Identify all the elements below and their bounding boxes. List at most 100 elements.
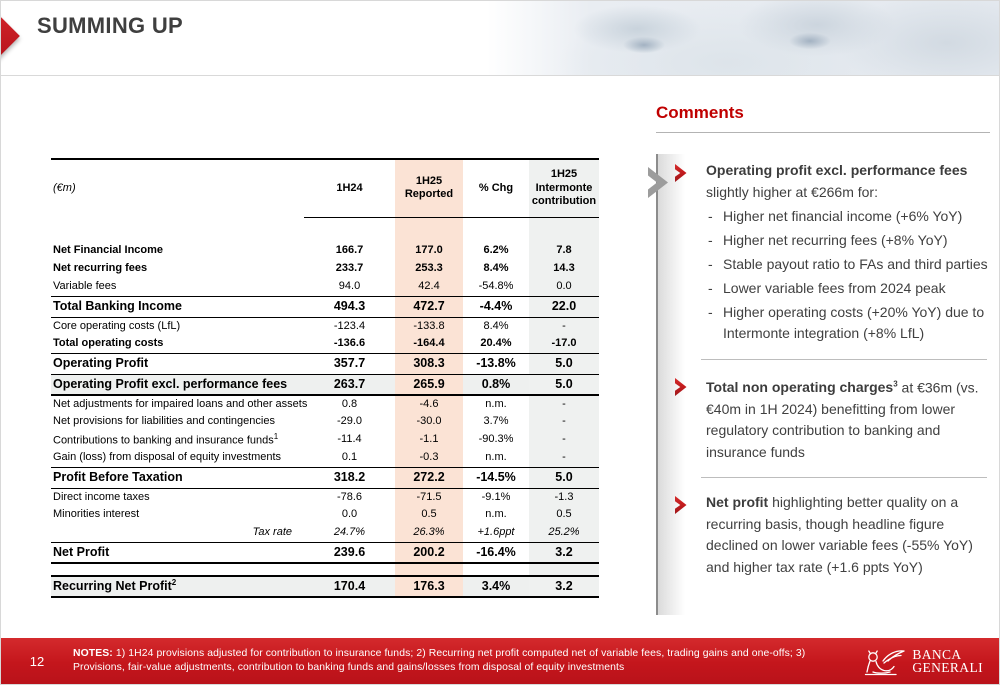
comments-timeline-strip: [648, 154, 690, 615]
table-row: Direct income taxes -78.6 -71.5 -9.1% -1.3: [51, 488, 599, 506]
column-header-1h24: 1H24: [304, 159, 395, 218]
logo-line-2: GENERALI: [912, 660, 983, 675]
row-value: 494.3: [304, 295, 395, 318]
comment-text: Total non operating charges3 at €36m (vs…: [706, 379, 979, 460]
row-value: 263.7: [304, 374, 395, 396]
row-value: 166.7: [335, 244, 364, 257]
row-value: -1.1: [395, 431, 463, 449]
row-label: Minorities interest: [53, 508, 140, 521]
sub-bullet: - Higher operating costs (+20% YoY) due t…: [708, 303, 985, 342]
row-value: -4.6: [395, 395, 463, 413]
winged-lion-icon: [865, 650, 905, 676]
table-row: Variable fees 94.0 42.4 -54.8% 0.0: [51, 278, 599, 296]
row-value: [395, 563, 463, 576]
row-value: 170.4: [304, 575, 395, 598]
row-label: Operating Profit excl. performance fees: [51, 374, 304, 396]
row-value: 42.4: [395, 278, 463, 296]
row-value: -: [529, 431, 599, 449]
row-value: [304, 563, 395, 576]
row-value: 253.3: [395, 260, 463, 278]
column-header-1h25-reported: 1H25 Reported: [395, 159, 463, 218]
row-value: 200.2: [395, 541, 463, 564]
row-value: n.m.: [485, 508, 507, 521]
comments-underline: [656, 132, 990, 133]
row-value: 5.0: [529, 466, 599, 489]
row-value: 7.8: [529, 242, 599, 260]
row-value: -16.4%: [463, 541, 529, 564]
table-row: Core operating costs (LfL) -123.4 -133.8 8.…: [51, 317, 599, 335]
row-value: 357.7: [304, 352, 395, 375]
slide-header: SUMMING UP: [1, 1, 999, 76]
comments-list: Operating profit excl. performance fees …: [656, 160, 990, 578]
row-value: 0.8%: [463, 374, 529, 396]
comment-divider: [701, 477, 987, 479]
row-label: Variable fees: [53, 280, 117, 293]
comment-divider: [701, 358, 987, 360]
row-label: Gain (loss) from disposal of equity inve…: [53, 451, 282, 464]
row-value: 239.6: [304, 541, 395, 564]
row-value: 20.4%: [480, 337, 512, 350]
row-value: -90.3%: [478, 433, 514, 446]
row-value: 472.7: [395, 295, 463, 318]
row-value: -71.5: [395, 488, 463, 506]
row-label: Direct income taxes: [53, 490, 150, 503]
row-value: 0.0: [341, 508, 358, 521]
row-value: -: [529, 395, 599, 413]
column-header-intermonte: 1H25 Intermonte contribution: [529, 159, 599, 218]
red-diamond-icon: [1, 9, 20, 63]
gray-arrow-icon: [648, 167, 668, 198]
row-value: -4.4%: [463, 295, 529, 318]
row-value: 24.7%: [333, 526, 366, 539]
row-value: -29.0: [336, 415, 363, 428]
comment-text: Operating profit excl. performance fees …: [706, 160, 988, 345]
slide-footer: 12 NOTES: 1) 1H24 provisions adjusted fo…: [1, 638, 999, 684]
sub-bullet: - Higher net recurring fees (+8% YoY): [708, 231, 948, 248]
table-row: Net provisions for liabilities and conti…: [51, 413, 599, 431]
row-label: Recurring Net Profit2: [51, 575, 304, 598]
row-value: -9.1%: [481, 490, 511, 503]
table-header-gap-row: [51, 217, 599, 242]
comment-item: Net profit highlighting better quality o…: [674, 492, 990, 578]
row-label: Net provisions for liabilities and conti…: [53, 415, 275, 428]
table-row: Net Profit 239.6 200.2 -16.4% 3.2: [51, 541, 599, 564]
row-value: -13.8%: [463, 352, 529, 375]
row-value: -: [529, 317, 599, 335]
comment-item: Operating profit excl. performance fees …: [674, 160, 990, 345]
row-value: -1.3: [529, 488, 599, 506]
lion-watermark-image: [487, 1, 999, 75]
table-row: Profit Before Taxation 318.2 272.2 -14.5% 5.…: [51, 466, 599, 489]
table-row: Total Banking Income 494.3 472.7 -4.4% 22.0: [51, 295, 599, 318]
comments-panel: Comments Operating profit excl. performa…: [648, 103, 990, 615]
row-value: 0.8: [341, 397, 358, 410]
table-row: Minorities interest 0.0 0.5 n.m. 0.5: [51, 506, 599, 524]
row-value: 5.0: [529, 374, 599, 396]
row-value: n.m.: [485, 397, 507, 410]
row-label: Tax rate: [252, 526, 292, 539]
comments-title: Comments: [656, 103, 744, 122]
row-value: 3.4%: [463, 575, 529, 598]
table-row: Recurring Net Profit2 170.4 176.3 3.4% 3.2: [51, 575, 599, 598]
logo-line-1: BANCA: [912, 647, 962, 662]
row-value: 3.2: [529, 541, 599, 564]
table-row: Net adjustments for impaired loans and o…: [51, 395, 599, 413]
row-value: 3.2: [529, 575, 599, 598]
red-chevron-bullet-icon: [674, 377, 688, 464]
timeline-line: [656, 154, 658, 615]
notes-text: 1) 1H24 provisions adjusted for contribu…: [73, 648, 806, 673]
sub-bullet: - Higher net financial income (+6% YoY): [708, 207, 963, 224]
financial-table: (€m) 1H24 1H25 Reported % Chg 1H25 Inter…: [51, 158, 599, 598]
row-value: 22.0: [529, 295, 599, 318]
row-value: -17.0: [529, 335, 599, 353]
row-value: 272.2: [395, 466, 463, 489]
table-row: Gain (loss) from disposal of equity inve…: [51, 449, 599, 467]
row-value: 26.3%: [395, 524, 463, 542]
logo-text: BANCA GENERALI: [912, 647, 983, 675]
row-label: Profit Before Taxation: [51, 466, 304, 489]
row-value: -0.3: [395, 449, 463, 467]
row-value: 0.5: [529, 506, 599, 524]
sub-bullet: - Lower variable fees from 2024 peak: [708, 279, 946, 296]
row-value: -136.6: [333, 337, 366, 350]
row-value: [529, 563, 599, 576]
row-value: -: [529, 449, 599, 467]
notes-label: NOTES:: [73, 648, 113, 660]
